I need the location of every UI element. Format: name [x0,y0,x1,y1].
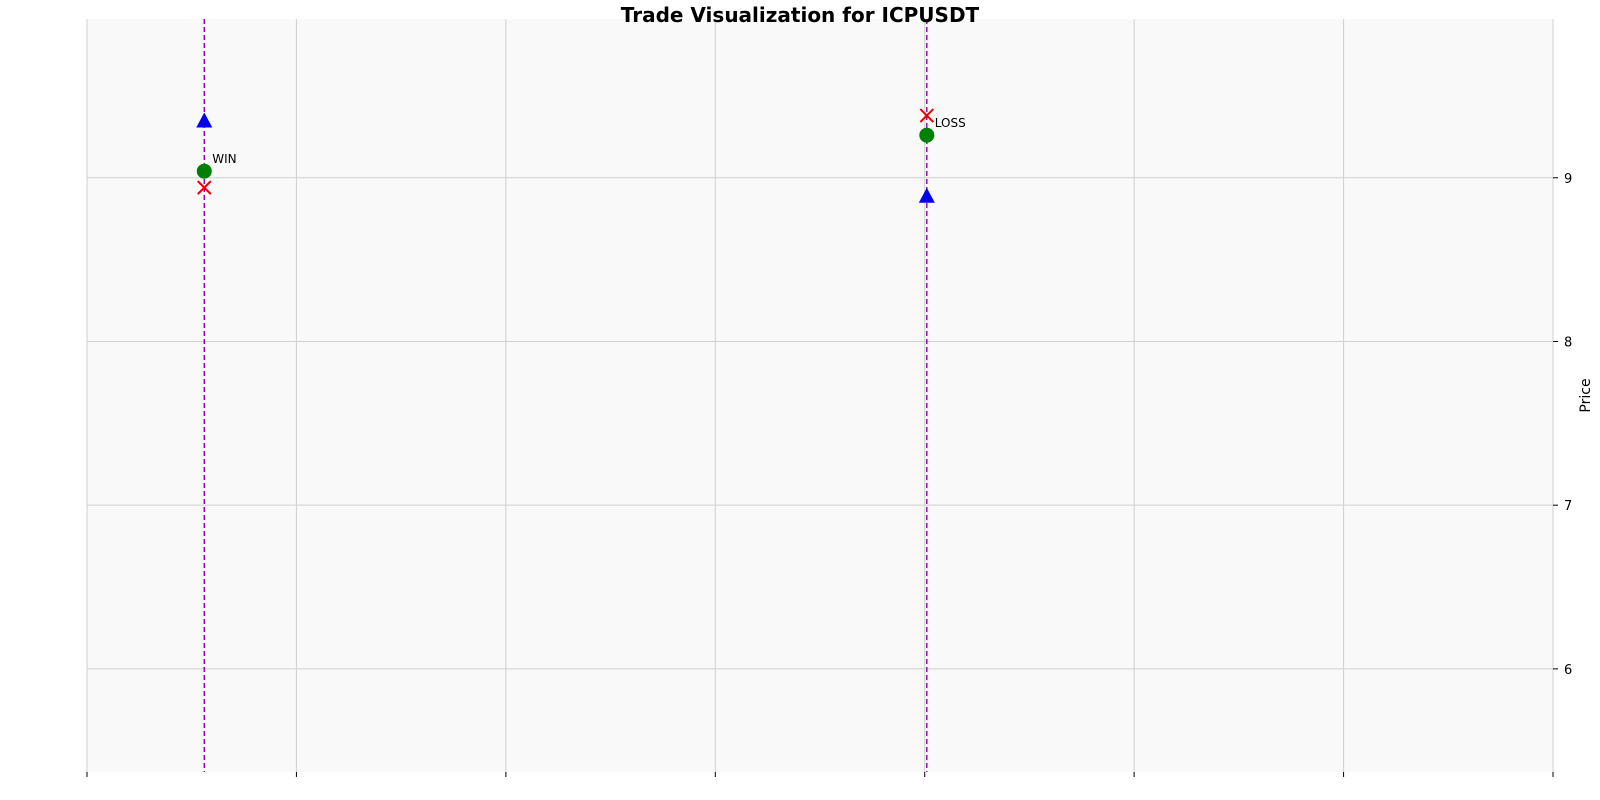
y-tick-label: 8 [1564,335,1572,350]
entry-marker [918,187,935,203]
y-tick-label: 6 [1564,663,1572,678]
stop-loss-marker [197,180,212,195]
y-axis-label: Price [1578,378,1594,412]
trade-result-label: WIN [212,152,236,166]
x-axis-ticks [86,772,1554,777]
trade-result-label: LOSS [935,116,966,130]
exit-marker [196,163,212,179]
entry-marker [196,112,213,128]
grid-lines [86,19,1554,772]
chart-title: Trade Visualization for ICPUSDT [621,3,980,27]
y-tick-label: 9 [1564,172,1572,187]
stop-loss-marker [919,108,935,123]
y-axis-ticks: 6 7 8 9 [1553,172,1572,678]
trade-group: LOSS [918,19,966,772]
exit-marker [919,127,935,143]
trade-group: WIN [196,19,237,772]
trade-markers: WIN LOSS [196,19,966,772]
plot-background [87,19,1553,772]
y-tick-label: 7 [1564,499,1572,514]
